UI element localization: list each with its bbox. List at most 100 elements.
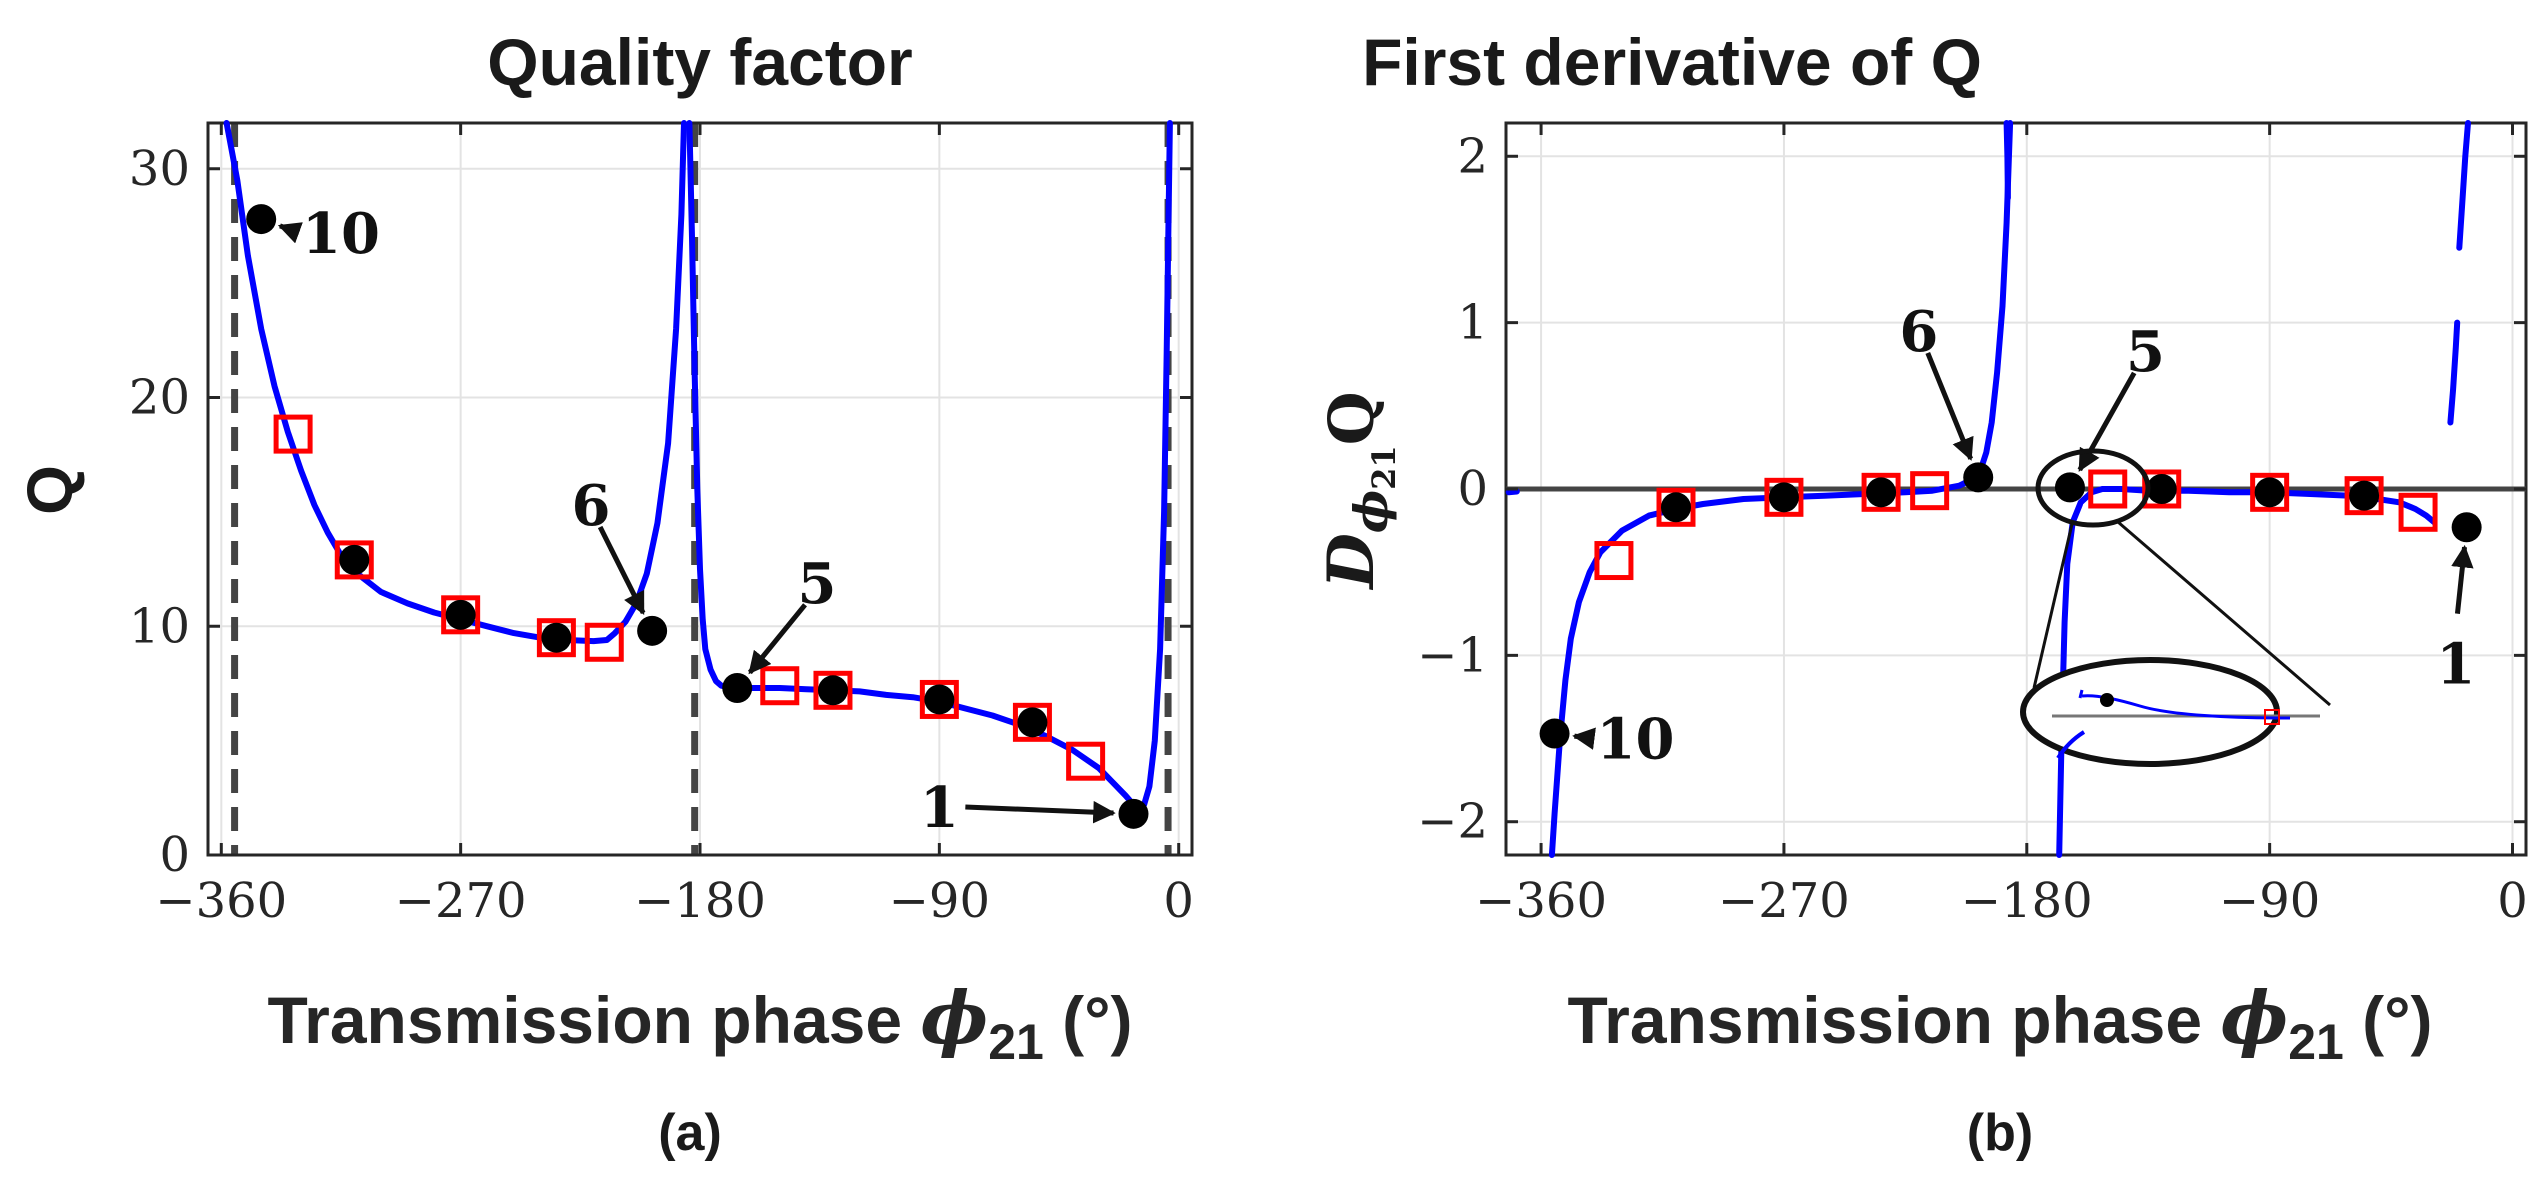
panel-b-y-label-subscript: 21 bbox=[1365, 445, 1403, 490]
square-marker-5 bbox=[584, 622, 624, 662]
dot-marker-6 bbox=[2054, 472, 2085, 503]
dot-marker-8 bbox=[924, 684, 955, 715]
panel-b-y-label-suffix: Q bbox=[1315, 391, 1388, 445]
square-marker-4 bbox=[536, 618, 576, 658]
panel-a-dot-markers bbox=[246, 204, 1149, 829]
panel-b-x-label: Transmission phase ϕ21 (°) bbox=[1567, 975, 2432, 1070]
square-marker-8 bbox=[2250, 472, 2290, 512]
panel-b-annotations: 10 6 5 1 bbox=[1572, 299, 2475, 773]
curve-segment-1 bbox=[2003, 120, 2011, 201]
square-marker-1 bbox=[1594, 541, 1634, 581]
square-marker-7 bbox=[813, 670, 853, 710]
dot-marker-9 bbox=[1017, 707, 1048, 738]
annotation-label-5: 5 bbox=[2126, 319, 2165, 385]
y-tick-label: 30 bbox=[129, 141, 190, 197]
curve-segment-3 bbox=[2447, 319, 2461, 426]
inset-source-ellipse bbox=[2035, 448, 2151, 528]
panel-a-x-label: Transmission phase ϕ21 (°) bbox=[267, 975, 1132, 1070]
y-tick-label: 10 bbox=[129, 598, 190, 654]
dot-marker-5 bbox=[637, 615, 668, 646]
square-marker-5 bbox=[1910, 471, 1950, 511]
annotation-arrow-6 bbox=[597, 525, 646, 615]
dot-marker-2 bbox=[1661, 492, 1691, 523]
annotation-arrow-5 bbox=[2077, 371, 2137, 472]
inset-connector-right bbox=[2117, 520, 2331, 707]
dot-marker-3 bbox=[1768, 482, 1799, 513]
y-tick-label: −1 bbox=[1417, 627, 1488, 683]
square-marker-3 bbox=[441, 595, 481, 635]
x-tick-label: 0 bbox=[1163, 873, 1194, 929]
curve-segment-4 bbox=[2456, 120, 2471, 251]
square-marker-6 bbox=[760, 666, 800, 706]
square-marker-9 bbox=[1012, 702, 1052, 742]
panel-a-label: (a) bbox=[658, 1104, 722, 1162]
panel-b-zoom-inset bbox=[2020, 448, 2331, 767]
y-tick-label: 0 bbox=[1457, 461, 1488, 517]
square-marker-10 bbox=[1066, 741, 1106, 781]
x-tick-label: −360 bbox=[155, 873, 287, 929]
inset-dot-marker bbox=[2100, 693, 2114, 707]
dot-marker-4 bbox=[541, 622, 572, 653]
square-marker-6 bbox=[2088, 469, 2128, 509]
annotation-label-1: 1 bbox=[920, 775, 959, 841]
x-tick-label: −180 bbox=[634, 873, 766, 929]
annotation-arrow-10 bbox=[277, 222, 303, 244]
panel-b-dot-markers bbox=[1539, 462, 2482, 749]
panel-a-x-label-subscript: 21 bbox=[988, 1014, 1044, 1070]
panel-b-y-ticks: −2 −1 0 1 2 bbox=[1417, 128, 2526, 850]
dot-marker-9 bbox=[2349, 480, 2380, 511]
annotation-arrow-1 bbox=[965, 800, 1116, 824]
x-tick-label: −90 bbox=[889, 873, 990, 929]
panel-a-square-markers bbox=[273, 414, 1106, 781]
x-tick-label: 0 bbox=[2497, 873, 2528, 929]
square-marker-9 bbox=[2344, 476, 2384, 516]
annotation-label-6: 6 bbox=[1899, 299, 1938, 365]
panel-a-y-ticks: 0 10 20 30 bbox=[129, 141, 1192, 883]
y-tick-label: 1 bbox=[1457, 295, 1488, 351]
x-tick-label: −180 bbox=[1961, 873, 2093, 929]
annotation-label-1: 1 bbox=[2436, 632, 2475, 698]
dot-marker-7 bbox=[817, 675, 848, 706]
curve-segment-0 bbox=[223, 120, 687, 645]
panel-a-x-label-symbol: ϕ bbox=[920, 975, 988, 1060]
panel-b-title: First derivative of Q bbox=[1362, 25, 1982, 99]
annotation-label-5: 5 bbox=[798, 551, 837, 617]
panel-b-x-label-subscript: 21 bbox=[2288, 1014, 2344, 1070]
inset-connector-left bbox=[2032, 523, 2074, 689]
panel-a-x-label-unit: (°) bbox=[1062, 983, 1132, 1057]
panel-a-y-label: Q bbox=[14, 465, 86, 515]
dot-marker-1 bbox=[246, 204, 277, 235]
inset-curve-tick bbox=[2078, 689, 2084, 699]
annotation-arrow-5 bbox=[747, 603, 807, 675]
panel-b-first-derivative: First derivative of Q 106 51 −360 −270 −180… bbox=[1314, 25, 2528, 1162]
square-marker-8 bbox=[919, 679, 959, 719]
annotation-arrow-10 bbox=[1572, 727, 1596, 750]
annotation-label-6: 6 bbox=[571, 473, 610, 539]
panel-b-label: (b) bbox=[1967, 1104, 2033, 1162]
x-tick-label: −270 bbox=[1718, 873, 1850, 929]
y-tick-label: 20 bbox=[129, 370, 190, 426]
annotation-arrow-6 bbox=[1925, 352, 1974, 461]
dot-marker-5 bbox=[1963, 462, 1994, 493]
panel-a-x-label-text: Transmission phase bbox=[267, 983, 902, 1057]
inset-curve-branch bbox=[2056, 730, 2086, 760]
panel-a-annotations: 10 6 5 1 bbox=[277, 201, 1116, 841]
panel-b-x-label-symbol: ϕ bbox=[2220, 975, 2288, 1060]
square-marker-4 bbox=[1861, 472, 1901, 512]
panel-a-title: Quality factor bbox=[487, 25, 912, 99]
panel-b-x-label-unit: (°) bbox=[2362, 983, 2432, 1057]
curve-segment-5 bbox=[1505, 488, 1520, 496]
panel-b-square-markers bbox=[1594, 469, 2438, 581]
y-tick-label: −2 bbox=[1417, 794, 1488, 850]
dot-marker-3 bbox=[445, 599, 476, 630]
y-tick-label: 2 bbox=[1457, 128, 1488, 184]
panel-b-y-label-symbol: ϕ bbox=[1344, 490, 1398, 533]
annotation-arrow-1 bbox=[2451, 544, 2474, 614]
dot-marker-6 bbox=[722, 673, 753, 704]
inset-zoom-ellipse bbox=[2020, 657, 2280, 767]
panel-b-x-ticks: −360 −270 −180 −90 0 bbox=[1475, 123, 2528, 929]
dot-marker-8 bbox=[2254, 477, 2285, 508]
x-tick-label: −90 bbox=[2219, 873, 2320, 929]
